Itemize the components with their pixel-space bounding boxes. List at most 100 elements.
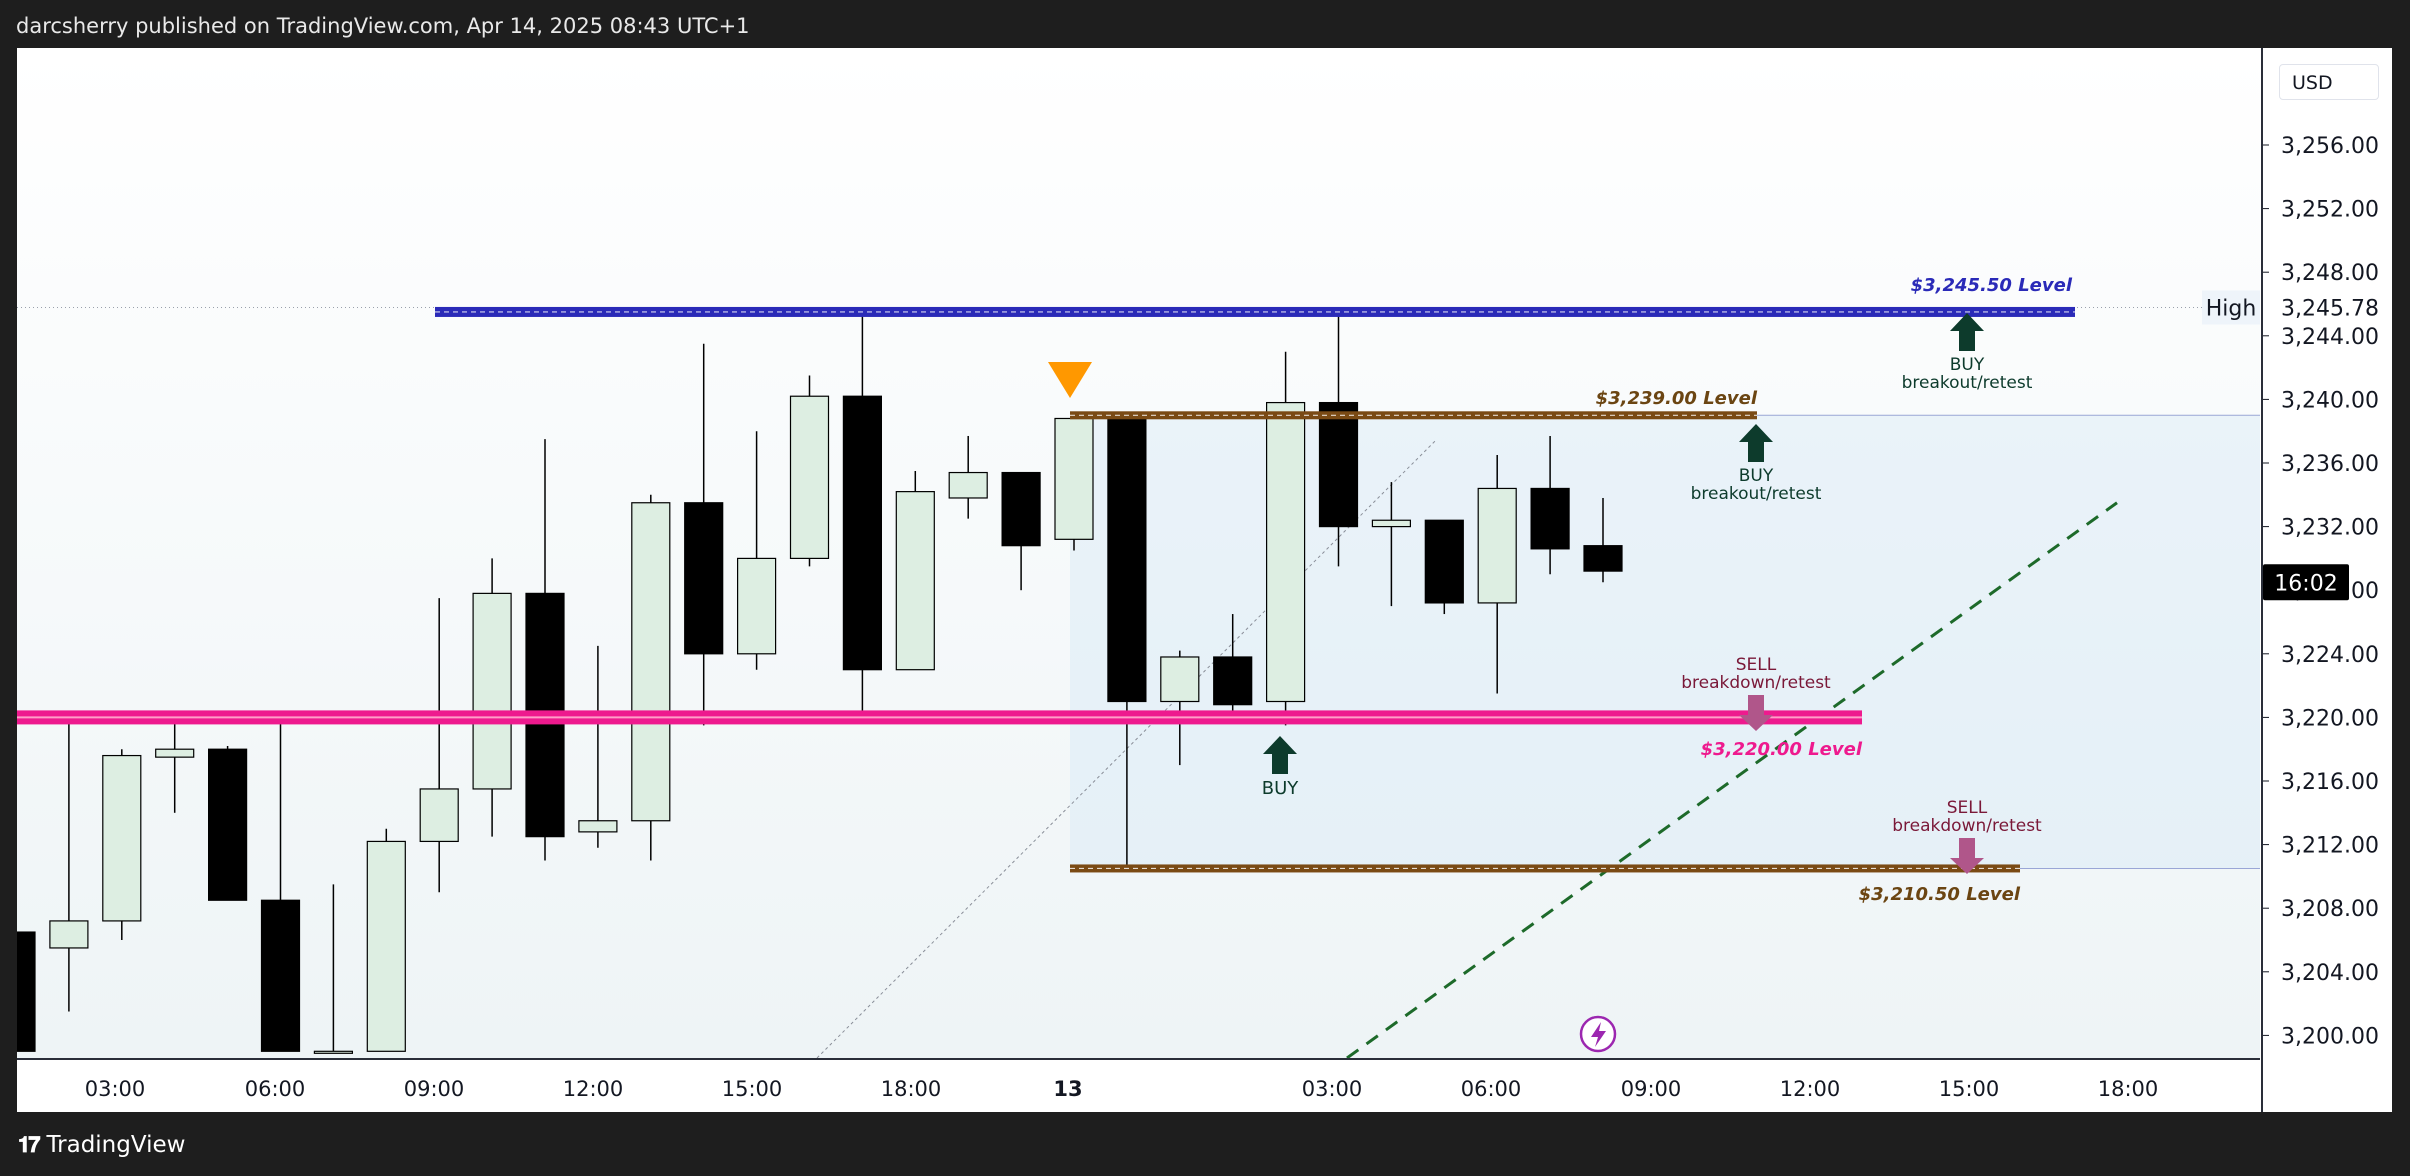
candle [1530,435,1570,575]
candle [578,645,618,848]
time-tick-label: 12:00 [563,1077,624,1101]
price-tick-label: 3,240.00 [2281,388,2379,413]
time-tick-label: 18:00 [2098,1077,2159,1101]
candle-body [578,820,618,833]
price-tick-label: 3,200.00 [2281,1024,2379,1049]
time-axis[interactable]: 03:00 06:00 09:00 12:00 15:00 18:00 13 03:00 06:… [17,1058,2260,1112]
price-tick-label: 3,220.00 [2281,706,2379,731]
lightning-icon [1579,1015,1617,1053]
price-chart[interactable]: $3,245.50 Level $3,239.00 Level $3,220.00 … [17,48,2260,1058]
price-tick-label: 3,232.00 [2281,516,2379,541]
lightning-icon-bolt [1591,1022,1606,1047]
high-value-badge-bg [2263,291,2392,324]
candle [1213,614,1253,718]
time-axis-labels: 03:00 06:00 09:00 12:00 15:00 18:00 13 03:00 06:… [85,1077,2159,1101]
candle-body [1424,519,1464,604]
buy-arrow-icon-shape [1263,736,1297,774]
candle-body [260,899,301,1052]
tradingview-brand[interactable]: 𝟏𝟕 TradingView [18,1132,185,1158]
countdown-badge: 16:02 [2274,571,2337,596]
candle-body [155,748,195,758]
candle [1265,351,1306,726]
time-tick-label: 03:00 [85,1077,146,1101]
candle [1371,482,1412,607]
candle-body [208,748,248,901]
candle-body [472,592,512,790]
candle-body [1265,401,1306,703]
price-tick-label: 3,244.00 [2281,325,2379,350]
buy-label-3239: BUY [1739,466,1774,486]
high-label-box: High [2202,290,2260,325]
candle-body [419,788,459,843]
candle-body [1001,471,1041,547]
candle [155,717,195,813]
price-tick-label: 3,212.00 [2281,834,2379,859]
price-axis[interactable]: 3,256.00 3,252.00 3,248.00 3,244.00 3,240.00… [2261,48,2392,1112]
candle-body [366,840,406,1052]
candle [1583,497,1623,583]
candle [1001,471,1041,591]
candle [472,558,512,837]
candle [17,931,36,1052]
buy-label-3245: BUY [1950,355,1985,375]
time-tick-label: 06:00 [1461,1077,1522,1101]
breakdown-retest-label-3220: breakdown/retest [1681,673,1831,693]
price-tick-label: 3,204.00 [2281,961,2379,986]
buy-label-candle: BUY [1262,778,1300,799]
price-axis-labels: 3,256.00 3,252.00 3,248.00 3,244.00 3,240.00… [2263,134,2392,1049]
level-3220-label: $3,220.00 Level [1701,739,1863,760]
candle [789,375,830,567]
time-tick-label: 18:00 [881,1077,942,1101]
currency-button[interactable]: USD [2279,64,2379,100]
candle [525,439,565,861]
tradingview-logo-icon: 𝟏𝟕 [18,1132,41,1158]
range-box [1070,415,2260,869]
sell-arrow-icon-shape [1739,695,1773,731]
candle-body [842,395,883,671]
candle [49,717,89,1012]
candle [313,884,353,1054]
chart-frame: $3,245.50 Level $3,239.00 Level $3,220.00 … [17,48,2392,1112]
candle-body [17,931,36,1052]
candle-body [736,557,777,655]
candle [684,343,724,726]
candle [948,435,988,519]
candle [1424,519,1464,615]
buy-arrow-icon-shape [1739,424,1773,462]
candle-body [631,502,671,822]
candle [102,749,142,940]
published-caption: darcsherry published on TradingView.com,… [16,14,750,38]
candle-body [948,471,988,499]
top-bar: darcsherry published on TradingView.com,… [0,0,2410,48]
level-3245-label: $3,245.50 Level [1911,275,2073,296]
candle [1160,650,1200,766]
candle-body [1213,656,1253,706]
candle-body [684,502,724,655]
time-tick-label: 12:00 [1780,1077,1841,1101]
bottom-bar: 𝟏𝟕 TradingView [0,1112,2410,1176]
candle-body [313,1050,353,1054]
candle [631,494,671,861]
candle-body [1371,519,1412,528]
candle [260,717,301,1052]
candle-body [789,395,830,559]
diagonal-guide-line [816,438,1438,1058]
time-tick-label: 03:00 [1302,1077,1363,1101]
candle [1107,417,1147,869]
sell-arrow-icon [1950,838,1984,874]
breakdown-retest-label-3210: breakdown/retest [1892,816,2042,836]
high-value-badge: 3,245.78 [2281,296,2379,321]
level-3210-label: $3,210.50 Level [1859,884,2021,905]
time-tick-label: 09:00 [1621,1077,1682,1101]
price-tick-label: 3,252.00 [2281,198,2379,223]
price-tick-label: 3,248.00 [2281,261,2379,286]
high-label: High [2206,296,2257,321]
candle-body [1318,401,1359,528]
price-tick-label: 3,216.00 [2281,770,2379,795]
time-tick-label: 15:00 [722,1077,783,1101]
time-tick-label: 15:00 [1939,1077,2000,1101]
plot-area[interactable]: $3,245.50 Level $3,239.00 Level $3,220.00 … [17,48,2260,1058]
candle-body [895,491,935,671]
candle-body [102,754,142,922]
price-tick-label: 3,208.00 [2281,897,2379,922]
